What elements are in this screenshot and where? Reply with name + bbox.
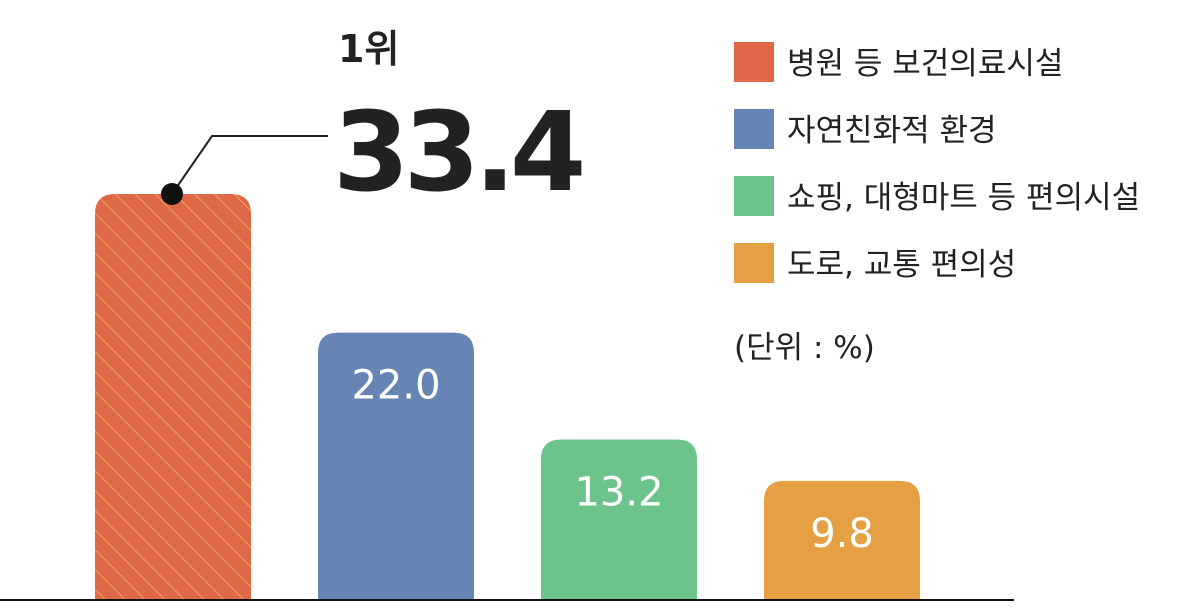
unit-note: (단위 : %)	[734, 330, 875, 366]
highlight-value-label: 33.4	[333, 88, 582, 216]
bars-layer	[95, 194, 920, 600]
value-labels-layer: 22.0 13.2 9.8	[351, 363, 873, 557]
bar-value-label-2: 22.0	[351, 363, 440, 409]
legend-swatch-4	[734, 243, 774, 283]
legend-label-3: 쇼핑, 대형마트 등 편의시설	[787, 180, 1140, 216]
bar-value-label-4: 9.8	[810, 511, 874, 557]
bar-4	[764, 480, 920, 600]
legend-swatch-3	[734, 176, 774, 216]
rank-label: 1위	[338, 27, 399, 71]
bar-1-hatch	[95, 194, 251, 600]
legend-label-1: 병원 등 보건의료시설	[787, 46, 1063, 82]
legend-label-4: 도로, 교통 편의성	[787, 247, 1016, 283]
bar-3	[541, 439, 697, 600]
callout-dot	[161, 183, 183, 205]
legend-swatch-2	[734, 109, 774, 149]
legend-swatch-1	[734, 42, 774, 82]
bar-value-label-3: 13.2	[574, 470, 663, 516]
callout-leader-line	[171, 135, 328, 195]
legend-label-2: 자연친화적 환경	[787, 113, 997, 149]
bar-2	[318, 332, 474, 600]
